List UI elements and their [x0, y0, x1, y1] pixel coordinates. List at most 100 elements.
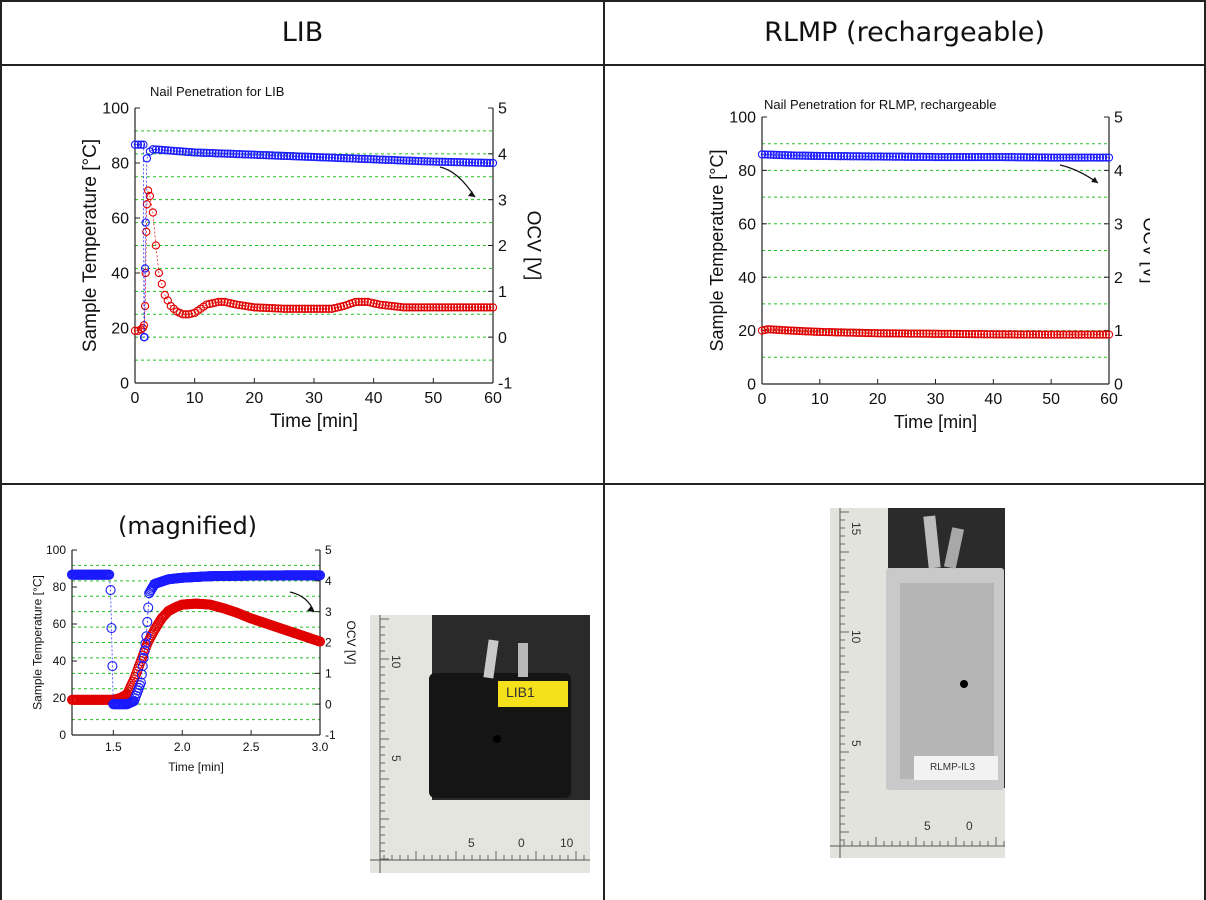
data-point — [384, 155, 393, 165]
data-point — [983, 152, 992, 162]
data-point — [885, 152, 894, 161]
data-point — [995, 152, 1004, 162]
data-point — [453, 158, 462, 167]
data-point — [1028, 153, 1038, 162]
data-point — [992, 152, 1001, 162]
magnified-label: (magnified) — [118, 512, 258, 540]
data-point — [1031, 330, 1041, 339]
data-point — [876, 152, 885, 161]
data-point — [961, 329, 971, 339]
data-point — [327, 304, 337, 313]
data-point — [986, 152, 995, 162]
data-point — [217, 297, 226, 307]
data-point — [894, 329, 904, 338]
data-point — [333, 303, 343, 312]
data-point — [833, 152, 843, 161]
data-point — [265, 303, 274, 313]
data-point — [1028, 330, 1038, 339]
data-point — [940, 329, 949, 339]
data-point — [861, 328, 870, 338]
data-point — [318, 304, 328, 313]
y-tick-label: 20 — [111, 321, 129, 338]
data-point — [1025, 153, 1035, 162]
lib-cell-photo: 10 5 5 0 10 LIB1 — [370, 615, 590, 873]
x-tick-label: 0 — [131, 390, 140, 407]
data-point — [285, 151, 295, 161]
lib-cell-photo-art: 10 5 5 0 10 — [370, 615, 590, 873]
y-tick-label: 20 — [738, 323, 756, 340]
data-point — [140, 333, 149, 342]
rlmp-ruler-bottom-2: 0 — [966, 819, 973, 833]
data-point — [441, 303, 450, 312]
data-point — [438, 157, 447, 166]
data-point — [297, 152, 307, 161]
data-point — [858, 152, 867, 161]
data-point — [815, 151, 824, 161]
data-point — [916, 329, 925, 338]
data-point — [148, 145, 158, 154]
data-point — [910, 152, 919, 162]
data-point — [423, 157, 432, 166]
data-point — [372, 155, 381, 164]
data-point — [280, 304, 289, 313]
data-point — [964, 329, 974, 339]
data-point — [405, 303, 414, 312]
y2-tick-label: 3 — [498, 192, 507, 209]
data-point — [873, 152, 882, 161]
data-point — [280, 151, 289, 161]
data-point — [277, 304, 286, 313]
data-point — [411, 303, 420, 312]
data-point — [163, 296, 172, 305]
data-point — [1098, 330, 1108, 339]
data-point — [141, 268, 150, 278]
y2-tick-label: 2 — [1114, 270, 1123, 287]
data-point — [330, 303, 340, 313]
data-point — [300, 304, 310, 313]
data-point — [1095, 153, 1105, 162]
data-point — [855, 152, 864, 161]
data-point — [1056, 153, 1065, 162]
chart-title: Nail Penetration for LIB — [150, 84, 284, 99]
x-tick-label: 60 — [484, 390, 502, 407]
data-point — [342, 154, 351, 163]
data-point — [488, 158, 498, 168]
magnified-chart-cell: 1.5 2.0 2.5 3.0 0 20 40 60 80 100 -1 0 1 2 3 4 5 Time [mi… — [22, 500, 372, 800]
data-point — [940, 152, 949, 162]
y2-tick-label: -1 — [325, 728, 336, 742]
data-point — [876, 329, 885, 338]
data-point — [205, 299, 214, 309]
series-line — [72, 603, 321, 701]
data-point — [1080, 153, 1089, 162]
y-tick-label: 20 — [53, 691, 67, 705]
data-point — [903, 152, 913, 161]
data-point — [1004, 330, 1013, 339]
data-point — [369, 155, 378, 164]
y2-tick-label: 5 — [498, 101, 507, 118]
data-point — [253, 150, 262, 160]
data-point — [235, 300, 244, 310]
data-point — [205, 148, 214, 158]
y-tick-label: 40 — [111, 266, 129, 283]
data-point — [1043, 330, 1053, 339]
data-point — [357, 297, 366, 307]
data-point — [1013, 153, 1022, 162]
data-point — [861, 152, 870, 161]
data-point — [1071, 153, 1080, 162]
data-point — [247, 302, 256, 312]
data-point — [208, 299, 217, 308]
data-point — [232, 149, 241, 159]
y2-tick-label: 5 — [325, 543, 332, 557]
data-point — [306, 304, 316, 313]
data-point — [141, 218, 150, 227]
data-point — [166, 146, 175, 155]
y-axis-label: Sample Temperature [°C] — [707, 150, 727, 352]
data-point — [256, 303, 265, 312]
data-point — [459, 303, 468, 312]
data-point — [849, 328, 858, 337]
data-point — [1074, 153, 1083, 162]
data-point — [345, 154, 354, 163]
data-point — [283, 151, 292, 161]
data-point — [989, 152, 998, 162]
data-point — [763, 150, 772, 159]
data-point — [265, 151, 274, 160]
